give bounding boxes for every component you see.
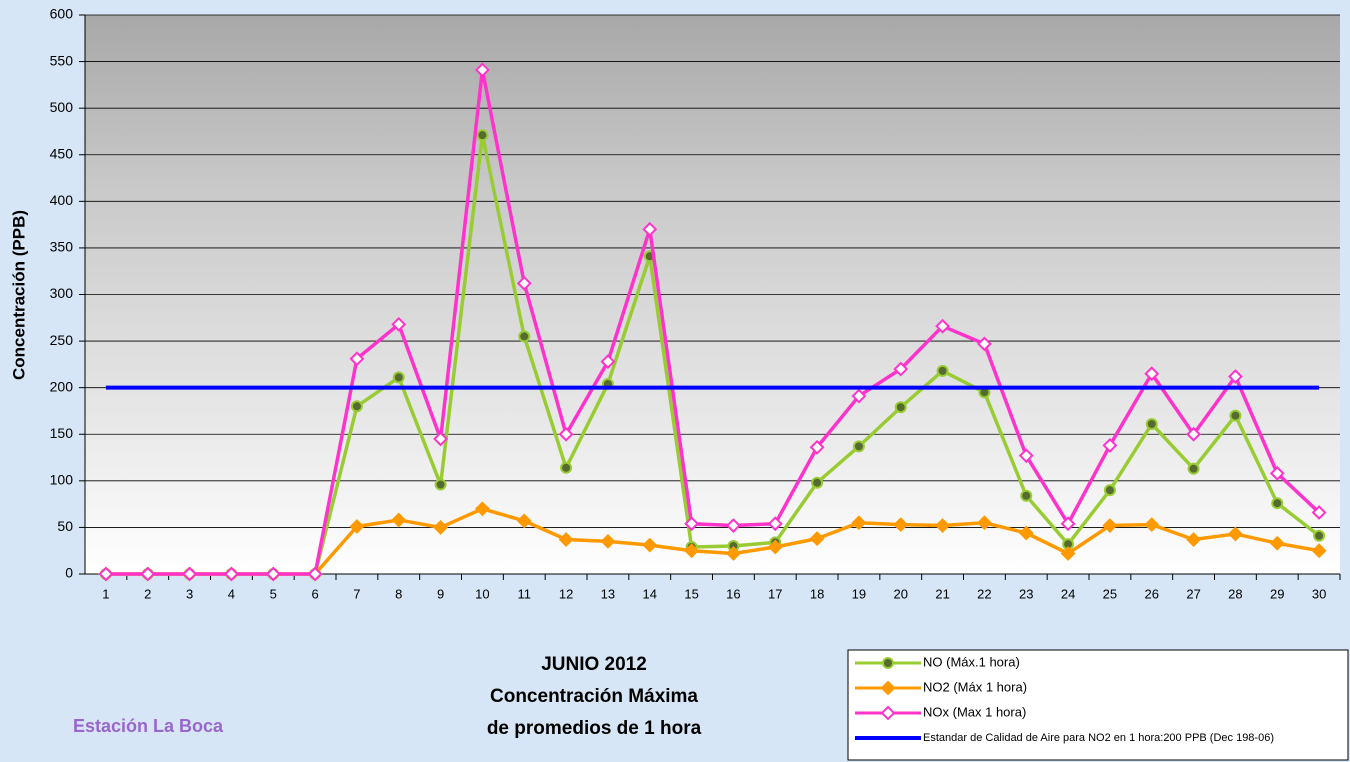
x-tick-label: 18 (810, 586, 824, 601)
y-tick-label: 550 (50, 52, 74, 68)
data-point (938, 366, 948, 376)
x-tick-label: 30 (1312, 586, 1326, 601)
x-tick-label: 20 (894, 586, 908, 601)
data-point (1230, 411, 1240, 421)
legend-label: NOx (Max 1 hora) (923, 704, 1026, 719)
y-tick-label: 500 (50, 99, 74, 115)
station: Estación La Boca (73, 716, 224, 736)
x-tick-label: 4 (228, 586, 235, 601)
data-point (1272, 498, 1282, 508)
data-point (477, 130, 487, 140)
data-point (436, 480, 446, 490)
data-point (1105, 485, 1115, 495)
x-tick-label: 6 (311, 586, 318, 601)
y-tick-label: 100 (50, 472, 74, 488)
x-tick-label: 13 (601, 586, 615, 601)
x-tick-label: 14 (643, 586, 657, 601)
y-tick-label: 0 (65, 565, 73, 581)
x-tick-label: 29 (1270, 586, 1284, 601)
data-point (561, 463, 571, 473)
title-line: JUNIO 2012 (541, 654, 647, 675)
data-point (519, 331, 529, 341)
title-line: de promedios de 1 hora (487, 718, 702, 739)
x-tick-label: 27 (1186, 586, 1200, 601)
x-tick-label: 19 (852, 586, 866, 601)
x-tick-label: 8 (395, 586, 402, 601)
x-tick-label: 11 (518, 586, 532, 601)
x-tick-label: 25 (1103, 586, 1117, 601)
data-point (1314, 531, 1324, 541)
x-tick-label: 7 (353, 586, 360, 601)
data-point (1147, 419, 1157, 429)
data-point (896, 402, 906, 412)
data-point (854, 441, 864, 451)
y-tick-label: 150 (50, 425, 74, 441)
data-point (352, 401, 362, 411)
y-tick-label: 50 (57, 518, 73, 534)
x-tick-label: 3 (186, 586, 193, 601)
y-tick-label: 250 (50, 332, 74, 348)
chart: JUNIO 2012 Concentración Máxima de prome… (0, 0, 1350, 762)
x-tick-label: 5 (270, 586, 277, 601)
y-tick-label: 200 (50, 378, 74, 394)
x-tick-label: 9 (437, 586, 444, 601)
y-tick-label: 400 (50, 192, 74, 208)
data-point (394, 372, 404, 382)
y-tick-label: 600 (50, 6, 74, 22)
legend-label: Estandar de Calidad de Aire para NO2 en … (923, 732, 1274, 744)
y-tick-label: 350 (50, 239, 74, 255)
legend-label: NO (Máx.1 hora) (923, 654, 1020, 669)
data-point (812, 478, 822, 488)
x-tick-label: 2 (144, 586, 151, 601)
x-tick-label: 16 (726, 586, 740, 601)
title-line: Concentración Máxima (490, 686, 698, 707)
page: JUNIO 2012 Concentración Máxima de prome… (0, 0, 1350, 762)
legend-marker (883, 658, 893, 668)
y-axis-label: Concentración (PPB) (9, 210, 28, 380)
x-tick-label: 12 (559, 586, 573, 601)
x-tick-label: 15 (684, 586, 698, 601)
data-point (1189, 464, 1199, 474)
y-tick-label: 450 (50, 145, 74, 161)
x-tick-label: 22 (977, 586, 991, 601)
x-tick-label: 28 (1228, 586, 1242, 601)
legend-label: NO2 (Máx 1 hora) (923, 679, 1027, 694)
y-tick-label: 300 (50, 285, 74, 301)
data-point (1021, 491, 1031, 501)
x-tick-label: 17 (768, 586, 782, 601)
x-tick-label: 10 (475, 586, 489, 601)
x-tick-label: 26 (1145, 586, 1159, 601)
x-tick-label: 1 (102, 586, 109, 601)
x-tick-label: 23 (1019, 586, 1033, 601)
x-tick-label: 21 (935, 586, 949, 601)
x-tick-label: 24 (1061, 586, 1075, 601)
